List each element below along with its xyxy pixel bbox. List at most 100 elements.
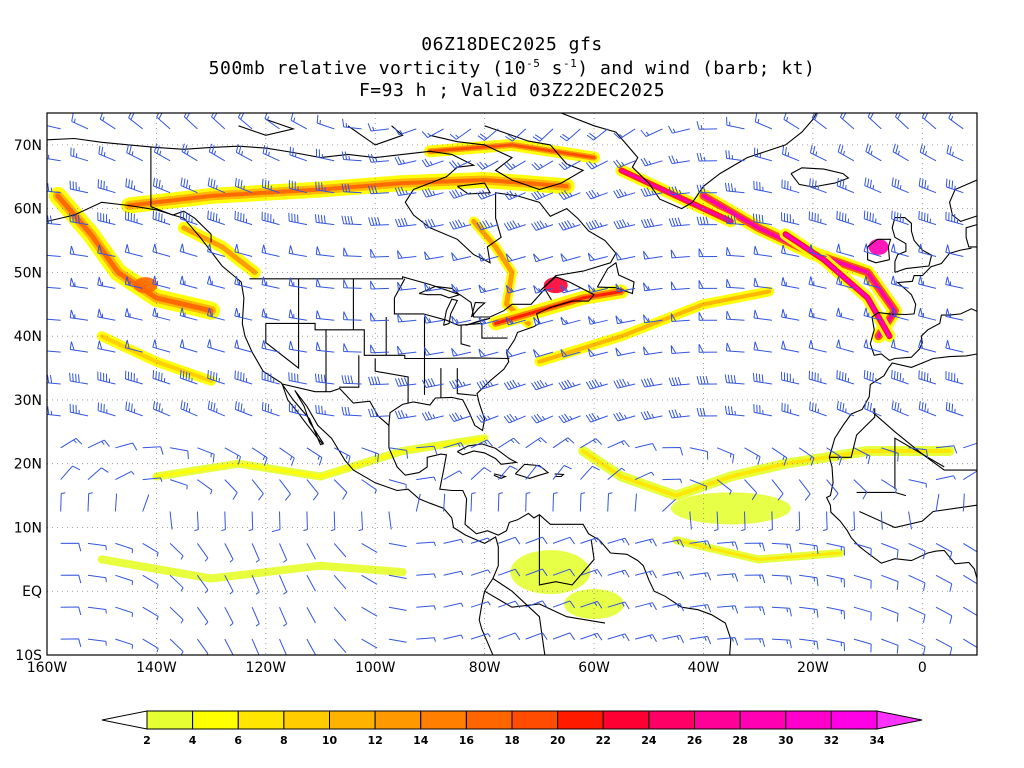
wind-barb [97,308,116,321]
wind-barb [315,310,335,321]
wind-barb [47,374,61,385]
wind-barb [261,308,280,321]
wind-barb [531,413,554,424]
wind-barb [397,345,417,355]
wind-barb [388,542,407,548]
wind-barb [613,128,636,140]
wind-barb [643,314,663,324]
vorticity-blob [670,492,791,525]
wind-barb [587,316,608,325]
wind-barb [725,150,745,162]
wind-barb [424,251,444,260]
latitude-tick-label: 10N [14,520,42,536]
wind-barb [449,189,472,199]
coastline-segment [460,325,471,347]
wind-barb [47,286,61,289]
wind-barb [580,569,603,577]
wind-barb [368,185,389,195]
coastline-segment [867,238,892,264]
wind-barb [142,494,150,512]
coastline-segment [47,201,499,655]
wind-barb [421,411,444,421]
wind-barb [808,244,827,257]
wind-barb [234,210,253,226]
wind-barb [476,413,499,423]
wind-barb [47,215,61,226]
wind-barb [781,277,800,289]
wind-barb [662,498,676,512]
wind-barb [126,144,143,162]
wind-barb [945,340,964,353]
wind-barb [850,511,856,532]
wind-barb [696,184,718,194]
wind-barb [726,247,745,257]
wind-barb [533,285,554,294]
coastline-segment [150,147,212,243]
wind-barb [890,275,909,289]
wind-barb [60,606,82,616]
wind-barb [394,377,417,387]
coastline-segment [891,217,933,273]
wind-barb [306,638,316,655]
wind-barb [47,154,61,162]
wind-barb [87,574,107,582]
wind-barb [744,447,761,465]
wind-barb [640,377,663,388]
wind-barb [69,277,89,289]
wind-barb [863,210,882,226]
wind-barb [716,479,732,495]
wind-barb [397,313,417,323]
wind-barb [935,475,956,481]
wind-barb [388,606,407,611]
wind-barb [288,277,307,289]
wind-barb [753,309,772,321]
wind-barb [662,603,685,612]
wind-barb [908,447,929,459]
wind-barb [607,467,626,480]
wind-barb [836,307,855,321]
wind-barb [115,574,133,586]
wind-barb [503,413,526,424]
wind-barb [771,638,792,649]
wind-barb [525,600,548,608]
wind-barb [698,280,718,289]
vorticity-core [868,238,889,255]
wind-barb [207,243,225,257]
wind-barb [668,155,690,165]
wind-barb [69,245,89,257]
wind-barb [560,284,581,294]
coastline-segment [388,425,732,655]
wind-barb [634,443,657,452]
colorbar-segment [785,710,832,730]
wind-barb [558,160,581,171]
wind-barb [315,246,335,257]
wind-barb [416,605,436,610]
wind-barb [169,606,184,624]
wind-barb [587,252,608,262]
wind-barb [525,437,548,449]
wind-barb [449,412,472,422]
wind-barb [662,447,684,456]
longitude-tick-label: 0 [918,660,927,676]
coastline-segment [790,167,850,188]
colorbar-tick-label: 14 [413,734,429,747]
wind-barb [908,638,926,655]
wind-barb [394,186,417,196]
wind-barb [69,309,89,321]
wind-barb [196,543,209,562]
wind-barb [443,634,464,640]
wind-barb [696,152,718,162]
wind-barb [142,542,159,557]
wind-barb [125,370,143,385]
wind-barb [781,308,800,321]
wind-barb [388,638,407,643]
wind-barb [771,479,784,501]
wind-barb [152,370,171,385]
colorbar-tick-label: 22 [596,734,611,747]
title-line-2-prefix: 500mb relative vorticity (10 [208,58,527,79]
wind-barb [505,284,526,294]
wind-barb [689,447,709,460]
wind-barb [451,252,472,261]
wind-barb [476,379,499,390]
wind-barb [47,318,61,321]
